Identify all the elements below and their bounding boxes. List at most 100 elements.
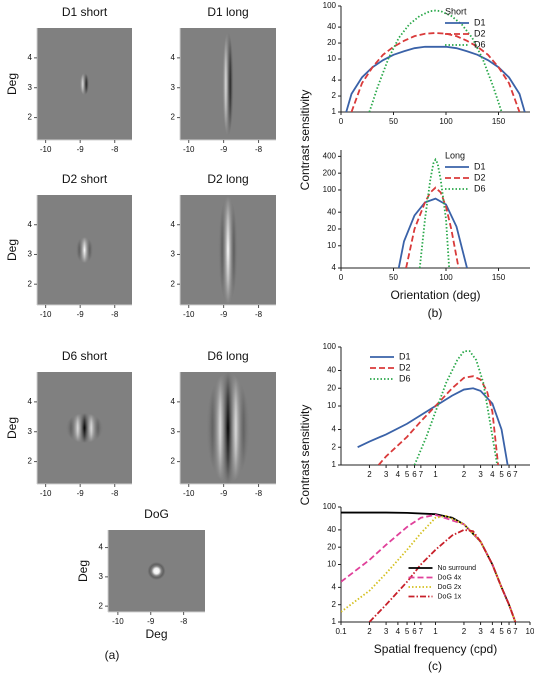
- legend-label: D6: [474, 183, 486, 193]
- x-tick-label: 5: [405, 470, 410, 479]
- y-tick-label: 4: [332, 425, 337, 434]
- series-line: [405, 186, 460, 268]
- series-line: [357, 387, 509, 465]
- x-tick-label: -8: [255, 145, 263, 154]
- x-tick-label: -10: [40, 489, 52, 498]
- y-tick-label: 10: [327, 241, 336, 250]
- x-tick-label: -10: [112, 617, 124, 626]
- y-tick-label: 3: [171, 83, 176, 92]
- series-line: [418, 157, 451, 268]
- series-line: [368, 9, 503, 112]
- x-tick-label: -9: [77, 489, 85, 498]
- y-axis-label: Contrast sensitivity: [298, 405, 312, 506]
- x-tick-label: 7: [419, 470, 424, 479]
- series-line: [345, 45, 526, 112]
- y-tick-label: 1: [332, 107, 337, 116]
- series-line: [397, 197, 468, 268]
- y-tick-label: 100: [323, 185, 337, 194]
- x-tick-label: -8: [255, 310, 263, 319]
- x-tick-label: -8: [111, 489, 119, 498]
- x-tick-label: -9: [220, 145, 228, 154]
- y-tick-label: 3: [28, 83, 33, 92]
- x-tick-label: 0.1: [335, 627, 347, 636]
- x-tick-label: 3: [384, 470, 389, 479]
- y-tick-label: 40: [327, 22, 336, 31]
- panel-label: (c): [428, 659, 442, 673]
- legend-title: Long: [445, 150, 465, 160]
- y-tick-label: 100: [323, 342, 337, 351]
- y-tick-label: 100: [323, 1, 337, 10]
- x-tick-label: 6: [507, 627, 512, 636]
- x-tick-label: 150: [492, 273, 506, 282]
- x-tick-label: 4: [396, 470, 401, 479]
- y-tick-label: 400: [323, 151, 337, 160]
- x-tick-label: 7: [513, 627, 518, 636]
- x-axis-label: Spatial frequency (cpd): [374, 642, 497, 656]
- x-tick-label: 50: [389, 117, 398, 126]
- x-tick-label: 1: [433, 627, 438, 636]
- series-line: [368, 528, 517, 622]
- receptive-field: [222, 32, 234, 136]
- y-tick-label: 4: [332, 582, 337, 591]
- legend-label: D1: [399, 351, 411, 361]
- x-tick-label: 4: [490, 470, 495, 479]
- x-tick-label: 10: [526, 627, 534, 636]
- legend-label: D2: [399, 362, 411, 372]
- x-tick-label: -10: [183, 489, 195, 498]
- x-tick-label: -8: [255, 489, 263, 498]
- legend-label: D2: [474, 28, 486, 38]
- series-line: [341, 513, 517, 622]
- x-tick-label: 5: [405, 627, 410, 636]
- x-tick-label: 6: [412, 627, 417, 636]
- y-tick-label: 3: [171, 250, 176, 259]
- x-tick-label: -10: [40, 145, 52, 154]
- x-tick-label: -8: [111, 310, 119, 319]
- x-tick-label: 2: [367, 470, 372, 479]
- x-tick-label: 6: [412, 470, 417, 479]
- panel-title: DoG: [144, 507, 169, 521]
- panel-title: D1 short: [62, 5, 108, 19]
- y-tick-label: 3: [171, 427, 176, 436]
- y-tick-label: 2: [28, 279, 33, 288]
- y-axis-label: Deg: [76, 560, 90, 582]
- x-tick-label: 6: [507, 470, 512, 479]
- y-tick-label: 4: [99, 543, 104, 552]
- legend-title: Short: [445, 6, 467, 16]
- y-axis-label: Deg: [5, 73, 19, 95]
- y-tick-label: 2: [171, 279, 176, 288]
- receptive-field: [206, 372, 250, 484]
- y-tick-label: 2: [332, 91, 337, 100]
- y-tick-label: 1: [332, 460, 337, 469]
- x-tick-label: -9: [220, 489, 228, 498]
- y-tick-label: 40: [327, 525, 336, 534]
- x-tick-label: 50: [389, 273, 398, 282]
- x-tick-label: -9: [147, 617, 155, 626]
- series-line: [377, 375, 500, 465]
- panel-title: D2 long: [207, 172, 248, 186]
- y-tick-label: 1: [332, 617, 337, 626]
- legend-label: D1: [474, 161, 486, 171]
- legend-label: DoG 2x: [438, 584, 462, 591]
- y-tick-label: 4: [28, 53, 33, 62]
- x-tick-label: 4: [490, 627, 495, 636]
- x-tick-label: 150: [492, 117, 506, 126]
- y-axis-label: Contrast sensitivity: [298, 90, 312, 191]
- y-tick-label: 20: [327, 383, 336, 392]
- receptive-field: [218, 196, 238, 304]
- legend-label: D6: [399, 373, 411, 383]
- y-tick-label: 20: [327, 542, 336, 551]
- y-tick-label: 2: [28, 457, 33, 466]
- y-tick-label: 100: [323, 502, 337, 511]
- y-tick-label: 2: [332, 442, 337, 451]
- y-tick-label: 4: [28, 397, 33, 406]
- y-tick-label: 4: [332, 75, 337, 84]
- receptive-field: [75, 237, 94, 263]
- x-tick-label: 5: [499, 470, 504, 479]
- x-axis-label: Orientation (deg): [390, 288, 480, 302]
- y-tick-label: 2: [171, 113, 176, 122]
- legend-label: D2: [474, 172, 486, 182]
- y-tick-label: 2: [171, 457, 176, 466]
- x-tick-label: 4: [396, 627, 401, 636]
- x-tick-label: -9: [77, 145, 85, 154]
